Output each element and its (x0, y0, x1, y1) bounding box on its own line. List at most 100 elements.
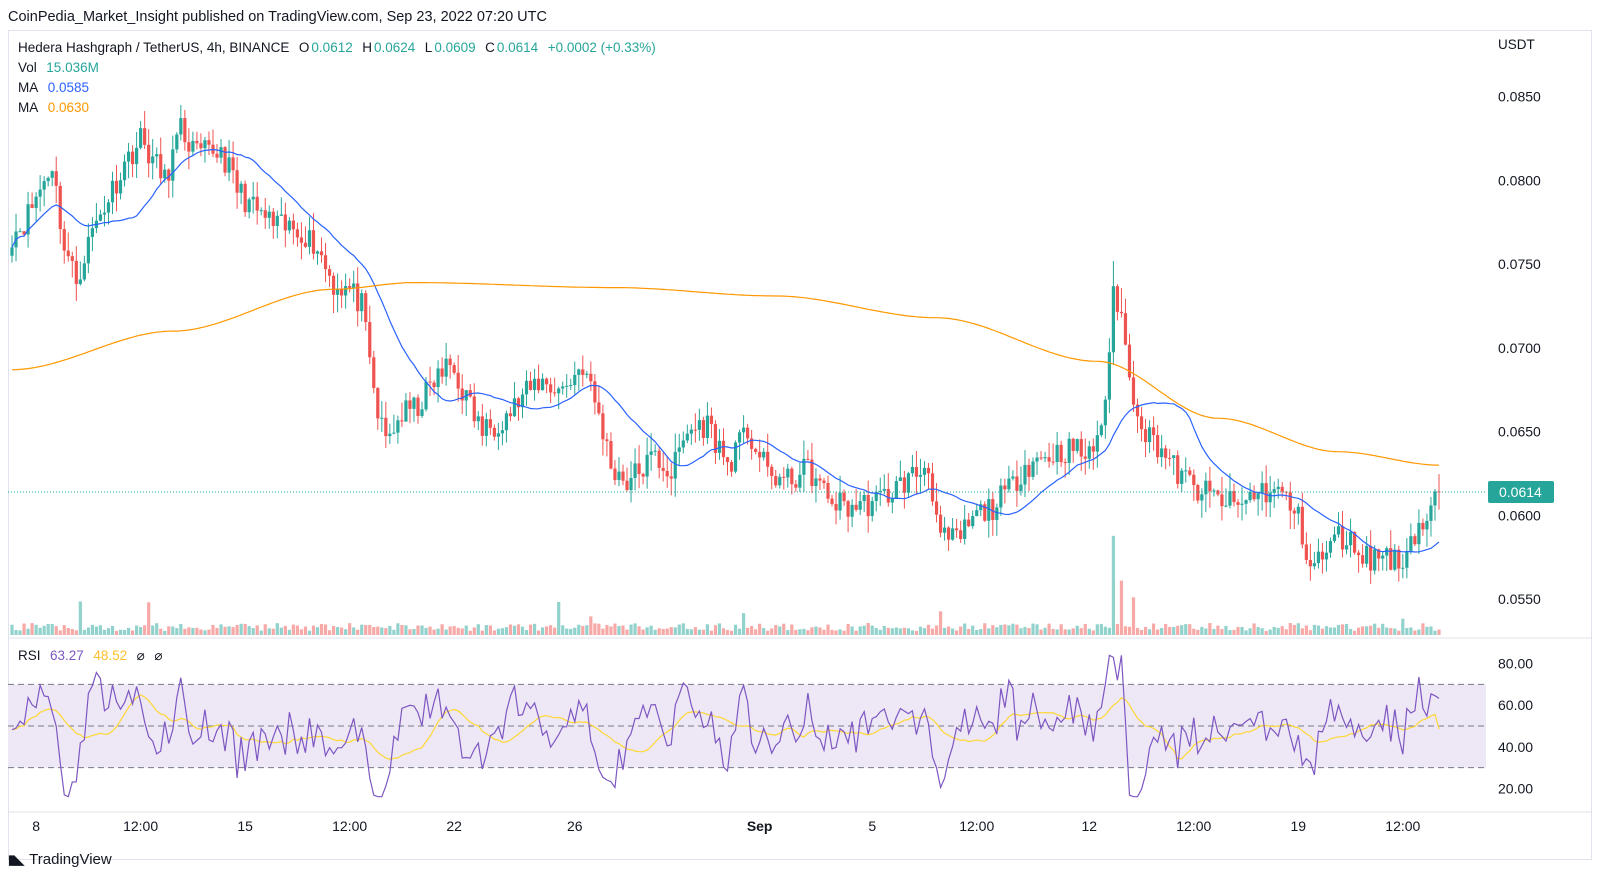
volume-bar (794, 629, 798, 635)
volume-bar (1232, 629, 1236, 635)
volume-bar (589, 616, 593, 635)
volume-bar (307, 630, 312, 635)
volume-bar (922, 628, 927, 635)
candle-body (1365, 545, 1369, 564)
volume-bar (1320, 628, 1325, 635)
candlestick-series (10, 105, 1441, 584)
volume-bar (102, 629, 107, 635)
candle-body (605, 439, 609, 442)
volume-bar (1389, 628, 1393, 635)
candle-body (657, 450, 661, 468)
volume-bar (1208, 623, 1212, 635)
candle-body (1188, 470, 1192, 475)
volume-bar (1284, 629, 1288, 635)
candle-body (589, 373, 593, 382)
volume-bar (979, 629, 983, 635)
candle-body (922, 467, 927, 475)
candle-body (597, 402, 601, 414)
volume-bar (697, 629, 701, 635)
volume-bar (983, 623, 987, 635)
candle-body (1075, 439, 1079, 451)
volume-bar (545, 626, 549, 635)
time-tick-label: 8 (32, 818, 40, 834)
candle-body (677, 447, 681, 452)
candle-body (1143, 429, 1148, 443)
candle-body (215, 153, 219, 158)
candle-body (573, 374, 577, 386)
volume-bar (1075, 625, 1079, 635)
hidden-eye-icon[interactable]: ⌀ (154, 648, 163, 663)
volume-bar (657, 628, 661, 635)
candle-body (1103, 399, 1107, 426)
volume-bar (1176, 625, 1180, 635)
volume-bar (669, 627, 673, 635)
volume-bar (741, 613, 746, 635)
time-tick-label: Sep (747, 818, 773, 834)
volume-bar (681, 623, 685, 635)
candle-body (1071, 438, 1075, 451)
volume-bar (1172, 626, 1176, 635)
ohlc-high-value: 0.0624 (373, 40, 416, 55)
volume-bar (1188, 624, 1192, 635)
candle-body (818, 478, 822, 481)
candle-body (1272, 489, 1276, 493)
rsi-ma-value: 48.52 (93, 648, 128, 663)
candle-body (408, 400, 412, 409)
volume-bar (231, 627, 235, 635)
volume-bar (1328, 627, 1333, 635)
volume-bar (396, 623, 400, 635)
candle-body (50, 171, 54, 178)
candle-body (344, 286, 348, 296)
chart-frame (8, 30, 1592, 860)
candle-body (38, 189, 42, 197)
candle-body (1003, 485, 1007, 490)
time-tick-label: 26 (567, 818, 583, 834)
volume-bar (122, 629, 127, 635)
volume-bar (400, 624, 404, 635)
volume-bar (637, 626, 641, 635)
candle-body (364, 293, 368, 323)
volume-bar (175, 628, 179, 635)
candle-body (581, 369, 585, 375)
ohlc-close-label: C (485, 40, 495, 55)
volume-bar (1393, 628, 1397, 635)
candle-body (420, 409, 424, 416)
candle-body (1051, 461, 1055, 463)
volume-bar (661, 628, 665, 635)
volume-bar (283, 625, 287, 635)
volume-bar (1272, 626, 1276, 635)
volume-bar (774, 625, 778, 635)
volume-bar (62, 625, 66, 635)
candle-body (303, 242, 308, 247)
candle-body (934, 501, 939, 515)
hidden-eye-icon[interactable]: ⌀ (136, 648, 145, 663)
price-tick-label: 0.0650 (1498, 424, 1541, 440)
candle-body (1164, 448, 1168, 458)
volume-bar (444, 629, 448, 635)
candle-body (223, 147, 227, 173)
candle-body (641, 473, 645, 477)
volume-bar (1369, 625, 1373, 635)
candle-body (1220, 494, 1224, 507)
candle-body (995, 507, 999, 520)
candle-body (1232, 491, 1236, 503)
volume-bar (653, 629, 657, 635)
candle-body (528, 380, 533, 390)
time-tick-label: 5 (868, 818, 876, 834)
volume-bar (508, 624, 513, 635)
candle-body (1196, 485, 1200, 501)
volume-bar (139, 627, 143, 635)
candle-body (878, 490, 882, 493)
volume-bar (1348, 628, 1353, 635)
candle-body (1264, 483, 1268, 503)
candle-body (1127, 344, 1132, 378)
candle-body (460, 388, 464, 401)
volume-bar (1192, 628, 1196, 635)
volume-bar (621, 625, 625, 635)
candle-body (790, 468, 794, 485)
candle-body (283, 214, 287, 231)
volume-bar (850, 626, 854, 635)
volume-bar (975, 629, 979, 635)
volume-bar (641, 629, 645, 635)
